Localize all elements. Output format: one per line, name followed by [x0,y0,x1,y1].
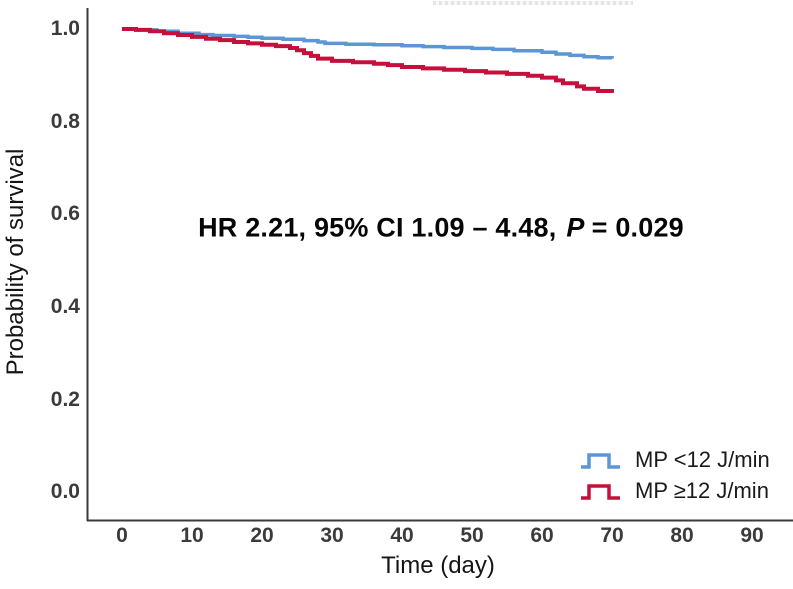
legend: MP <12 J/min MP ≥12 J/min [578,444,770,506]
y-tick-0.2: 0.2 [50,388,80,411]
y-axis-title: Probability of survival [2,148,29,376]
legend-label-mp-lt12: MP <12 J/min [635,446,770,472]
annotation-p-symbol: P [566,212,585,243]
x-tick-30: 30 [320,524,344,547]
x-tick-10: 10 [180,524,204,547]
x-tick-50: 50 [460,524,484,547]
y-tick-1.0: 1.0 [50,17,80,40]
y-tick-0.4: 0.4 [50,295,80,318]
y-tick-0.8: 0.8 [50,110,80,133]
red-step-line-icon [581,483,620,500]
blue-step-line-icon [581,452,620,469]
y-tick-0.0: 0.0 [50,480,80,503]
x-tick-70: 70 [600,524,624,547]
annotation-p-value: = 0.029 [591,212,684,243]
survival-curve-mp-lt12 [122,27,614,60]
x-tick-80: 80 [670,524,694,547]
cropped-text-artifact [433,1,633,5]
x-axis-title: Time (day) [381,552,495,579]
hazard-ratio-annotation: HR 2.21, 95% CI 1.09 – 4.48, P = 0.029 [198,213,684,244]
x-tick-60: 60 [530,524,554,547]
legend-item-mp-ge12: MP ≥12 J/min [578,475,770,506]
x-tick-40: 40 [390,524,414,547]
x-tick-90: 90 [740,524,764,547]
legend-label-mp-ge12: MP ≥12 J/min [635,477,769,503]
y-tick-0.6: 0.6 [50,202,80,225]
annotation-prefix: HR 2.21, 95% CI 1.09 – 4.48, [198,212,557,243]
x-tick-20: 20 [250,524,274,547]
legend-item-mp-lt12: MP <12 J/min [578,444,770,475]
survival-curve-mp-ge12 [122,27,614,93]
x-tick-0: 0 [116,524,128,547]
